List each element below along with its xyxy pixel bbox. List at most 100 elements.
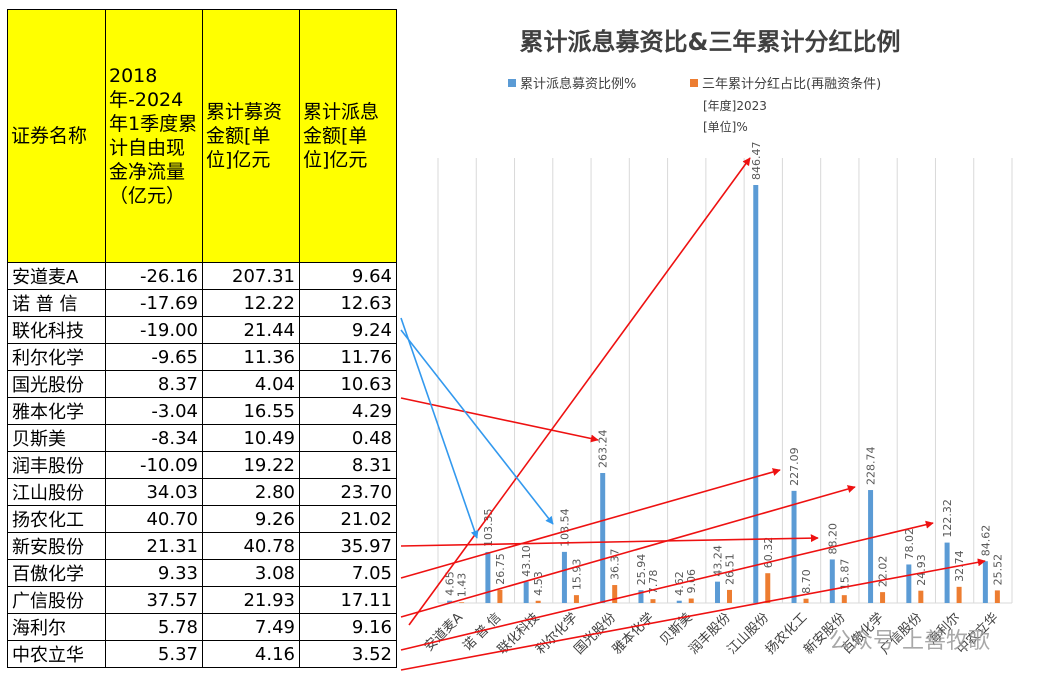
data-label-series1: 4.65: [444, 571, 457, 596]
bar-series2: [688, 598, 694, 603]
cell-free-cash-flow: -26.16: [105, 262, 203, 290]
data-label-series1: 103.54: [558, 508, 571, 547]
table-body: 安道麦A -26.16 207.31 9.64 诺 普 信 -17.69 12.22 12.6…: [7, 262, 397, 668]
cell-raised-funds: 19.22: [202, 451, 300, 479]
bar-series1: [600, 473, 606, 603]
cell-raised-funds: 10.49: [202, 424, 300, 452]
cell-free-cash-flow: -8.34: [105, 424, 203, 452]
bar-series1: [944, 542, 950, 603]
bar-series1: [906, 564, 912, 603]
bar-series1: [829, 559, 835, 603]
header-security-name: 证券名称: [7, 9, 106, 263]
bar-series2: [841, 595, 847, 603]
bar-series1: [982, 561, 988, 603]
cell-security-name: 广信股份: [7, 586, 106, 614]
table-row: 润丰股份 -10.09 19.22 8.31: [7, 451, 397, 479]
table-row: 扬农化工 40.70 9.26 21.02: [7, 505, 397, 533]
data-label-series1: 227.09: [788, 447, 801, 486]
bar-series2: [573, 595, 579, 603]
bar-series2: [765, 573, 771, 603]
cell-free-cash-flow: 9.33: [105, 559, 203, 587]
cell-dividends: 0.48: [299, 424, 397, 452]
cell-free-cash-flow: 5.78: [105, 613, 203, 641]
cell-free-cash-flow: -9.65: [105, 343, 203, 371]
cell-raised-funds: 4.16: [202, 640, 300, 668]
annotation-arrow: [400, 397, 599, 443]
table-row: 雅本化学 -3.04 16.55 4.29: [7, 397, 397, 425]
data-label-series2: 8.70: [800, 569, 813, 594]
table-row: 江山股份 34.03 2.80 23.70: [7, 478, 397, 506]
cell-raised-funds: 9.26: [202, 505, 300, 533]
cell-security-name: 诺 普 信: [7, 289, 106, 317]
cell-dividends: 3.52: [299, 640, 397, 668]
legend-note-unit: [单位]%: [703, 119, 748, 134]
table-row: 贝斯美 -8.34 10.49 0.48: [7, 424, 397, 452]
bar-series2: [880, 592, 886, 603]
cell-raised-funds: 21.93: [202, 586, 300, 614]
cell-security-name: 江山股份: [7, 478, 106, 506]
legend-marker-1: [508, 79, 516, 87]
cell-dividends: 10.63: [299, 370, 397, 398]
data-label-series2: 1.43: [456, 573, 469, 598]
data-label-series2: 15.93: [570, 559, 583, 591]
bar-series2: [650, 599, 656, 603]
legend-marker-2: [690, 79, 698, 87]
table-row: 国光股份 8.37 4.04 10.63: [7, 370, 397, 398]
watermark-text: 公众号·上善牧歌: [829, 629, 990, 654]
data-label-series2: 26.75: [494, 553, 507, 585]
legend-note-year: [年度]2023: [703, 98, 767, 113]
table-row: 新安股份 21.31 40.78 35.97: [7, 532, 397, 560]
table-row: 联化科技 -19.00 21.44 9.24: [7, 316, 397, 344]
cell-dividends: 7.05: [299, 559, 397, 587]
cell-free-cash-flow: 37.57: [105, 586, 203, 614]
data-label-series1: 25.94: [635, 554, 648, 586]
annotation-arrow: [400, 329, 554, 525]
bar-series1: [523, 581, 529, 603]
cell-security-name: 扬农化工: [7, 505, 106, 533]
annotation-arrow: [400, 485, 856, 618]
table-row: 安道麦A -26.16 207.31 9.64: [7, 262, 397, 290]
data-label-series1: 84.62: [979, 525, 992, 557]
data-label-series2: 22.02: [877, 556, 890, 587]
data-label-series2: 24.93: [915, 554, 928, 586]
bar-series2: [459, 602, 465, 603]
cell-free-cash-flow: 40.70: [105, 505, 203, 533]
bar-series2: [956, 586, 962, 603]
header-dividends: 累计派息金额[单位]亿元: [299, 9, 397, 263]
data-label-series1: 78.02: [903, 528, 916, 560]
bar-series2: [803, 598, 809, 603]
table-row: 广信股份 37.57 21.93 17.11: [7, 586, 397, 614]
cell-dividends: 11.76: [299, 343, 397, 371]
cell-security-name: 利尔化学: [7, 343, 106, 371]
annotation-arrow: [400, 558, 986, 671]
cell-security-name: 联化科技: [7, 316, 106, 344]
cell-security-name: 润丰股份: [7, 451, 106, 479]
cell-raised-funds: 12.22: [202, 289, 300, 317]
cell-dividends: 35.97: [299, 532, 397, 560]
cell-security-name: 百傲化学: [7, 559, 106, 587]
data-label-series1: 43.24: [712, 545, 725, 577]
data-label-series2: 36.37: [609, 549, 622, 581]
bar-series1: [561, 551, 567, 603]
cell-free-cash-flow: -17.69: [105, 289, 203, 317]
cell-raised-funds: 40.78: [202, 532, 300, 560]
bar-series1: [485, 551, 491, 603]
table-row: 海利尔 5.78 7.49 9.16: [7, 613, 397, 641]
table-row: 诺 普 信 -17.69 12.22 12.63: [7, 289, 397, 317]
table-header-row: 证券名称 2018年-2024年1季度累计自由现金净流量（亿元） 累计募资金额[…: [7, 9, 397, 263]
bar-series2: [727, 589, 732, 603]
data-label-series1: 263.24: [597, 430, 610, 469]
cell-raised-funds: 7.49: [202, 613, 300, 641]
header-free-cash-flow: 2018年-2024年1季度累计自由现金净流量（亿元）: [105, 9, 203, 263]
table-row: 中农立华 5.37 4.16 3.52: [7, 640, 397, 668]
x-tick-label: 扬农化工: [763, 610, 810, 657]
bar-series2: [535, 600, 541, 603]
cell-security-name: 雅本化学: [7, 397, 106, 425]
bar-series1: [753, 185, 759, 603]
cell-dividends: 12.63: [299, 289, 397, 317]
data-label-series1: 43.10: [520, 545, 533, 577]
cell-free-cash-flow: 5.37: [105, 640, 203, 668]
cell-raised-funds: 4.04: [202, 370, 300, 398]
bar-series1: [676, 600, 682, 603]
data-label-series2: 7.78: [647, 570, 660, 595]
